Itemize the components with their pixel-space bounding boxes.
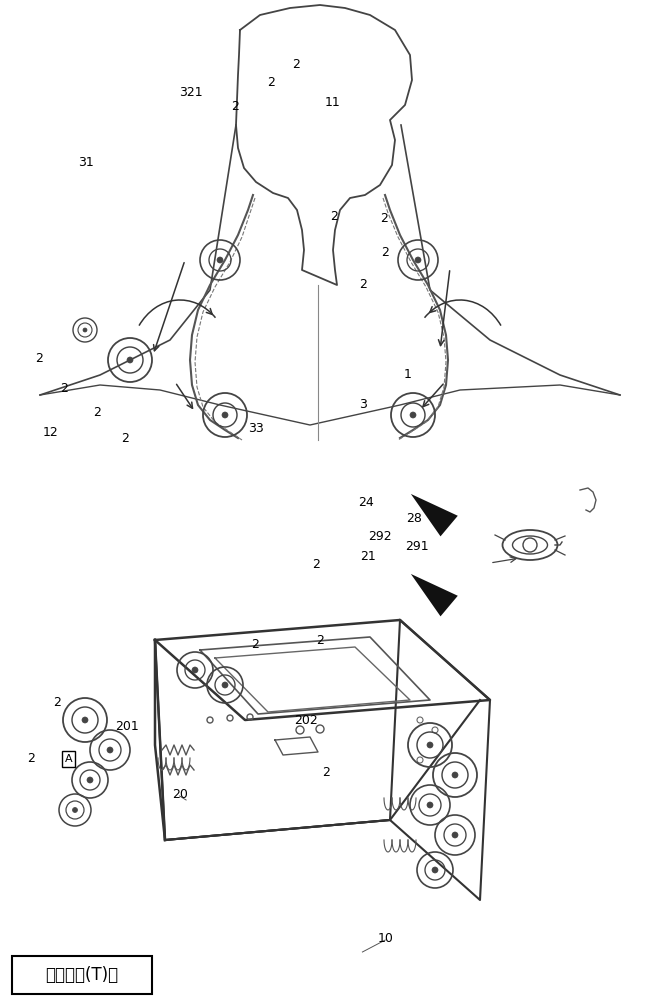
Text: 2: 2 [27, 752, 35, 764]
Circle shape [217, 257, 223, 263]
Circle shape [87, 777, 93, 783]
Circle shape [452, 772, 458, 778]
Text: 2: 2 [359, 278, 367, 292]
Circle shape [127, 357, 133, 363]
Text: 2: 2 [121, 432, 129, 444]
Text: 2: 2 [312, 558, 320, 572]
Text: 21: 21 [360, 550, 375, 562]
Text: A: A [65, 754, 72, 764]
Text: 一定时间(T)后: 一定时间(T)后 [46, 966, 118, 984]
Polygon shape [411, 494, 458, 536]
Text: 11: 11 [325, 97, 341, 109]
Text: 12: 12 [43, 426, 59, 438]
Text: 201: 201 [116, 720, 139, 732]
Text: 2: 2 [381, 245, 389, 258]
Circle shape [427, 802, 433, 808]
Text: 28: 28 [406, 512, 422, 524]
Circle shape [107, 747, 113, 753]
FancyBboxPatch shape [12, 956, 152, 994]
Circle shape [192, 667, 198, 673]
Text: 20: 20 [172, 788, 187, 800]
Text: 2: 2 [323, 766, 330, 780]
Text: 2: 2 [316, 635, 324, 648]
Circle shape [410, 412, 416, 418]
Circle shape [72, 808, 78, 812]
Polygon shape [411, 574, 458, 616]
Text: 2: 2 [54, 696, 61, 708]
Text: 2: 2 [267, 76, 275, 89]
Circle shape [222, 412, 228, 418]
Text: 321: 321 [179, 86, 202, 99]
Text: 2: 2 [60, 381, 68, 394]
Text: 3: 3 [359, 398, 367, 412]
Circle shape [82, 717, 88, 723]
Text: 24: 24 [358, 495, 374, 508]
Text: 292: 292 [368, 530, 392, 542]
Text: 2: 2 [330, 210, 338, 223]
Text: 2: 2 [380, 212, 388, 225]
Text: 2: 2 [93, 406, 101, 418]
Circle shape [427, 742, 433, 748]
Text: 1: 1 [404, 368, 411, 381]
Circle shape [222, 682, 228, 688]
Text: 2: 2 [231, 101, 239, 113]
Text: 31: 31 [78, 156, 94, 169]
Text: 202: 202 [294, 714, 317, 726]
Circle shape [83, 328, 87, 332]
Circle shape [452, 832, 458, 838]
Circle shape [415, 257, 421, 263]
Circle shape [432, 867, 438, 873]
Text: 10: 10 [377, 932, 393, 944]
Text: 2: 2 [293, 58, 300, 72]
Text: 291: 291 [405, 540, 428, 552]
Text: 2: 2 [251, 639, 259, 652]
Text: 33: 33 [248, 422, 264, 434]
Text: 2: 2 [35, 352, 43, 364]
